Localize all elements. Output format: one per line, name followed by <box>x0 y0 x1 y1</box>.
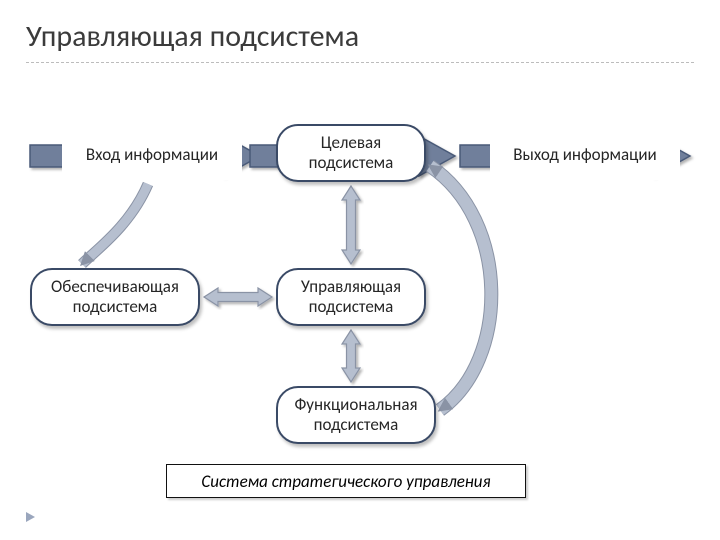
node-managing: Управляющая подсистема <box>276 268 426 326</box>
node-supporting: Обеспечивающая подсистема <box>30 268 200 326</box>
node-functional: Функциональная подсистема <box>276 386 436 444</box>
node-output: Выход информации <box>490 130 680 180</box>
functional-target <box>430 166 491 410</box>
node-input: Вход информации <box>62 130 242 180</box>
caption-label: Система стратегического управления <box>201 471 490 492</box>
functional-target-body <box>430 166 491 410</box>
node-managing-label: Управляющая подсистема <box>286 277 416 316</box>
node-input-label: Вход информации <box>86 145 218 165</box>
caption-box: Система стратегического управления <box>166 464 526 498</box>
managing-functional <box>342 330 360 382</box>
slide-bullet-icon <box>26 512 35 522</box>
target-managing <box>342 186 360 264</box>
node-functional-label: Функциональная подсистема <box>286 395 426 434</box>
node-supporting-label: Обеспечивающая подсистема <box>40 277 190 316</box>
node-target-label: Целевая подсистема <box>286 133 416 172</box>
title-underline <box>26 62 694 63</box>
node-output-label: Выход информации <box>513 145 657 165</box>
supporting-managing <box>204 288 272 306</box>
page-title: Управляющая подсистема <box>26 18 359 55</box>
input-supporting <box>82 184 148 264</box>
input-supporting-body <box>82 184 148 264</box>
node-target: Целевая подсистема <box>276 124 426 182</box>
